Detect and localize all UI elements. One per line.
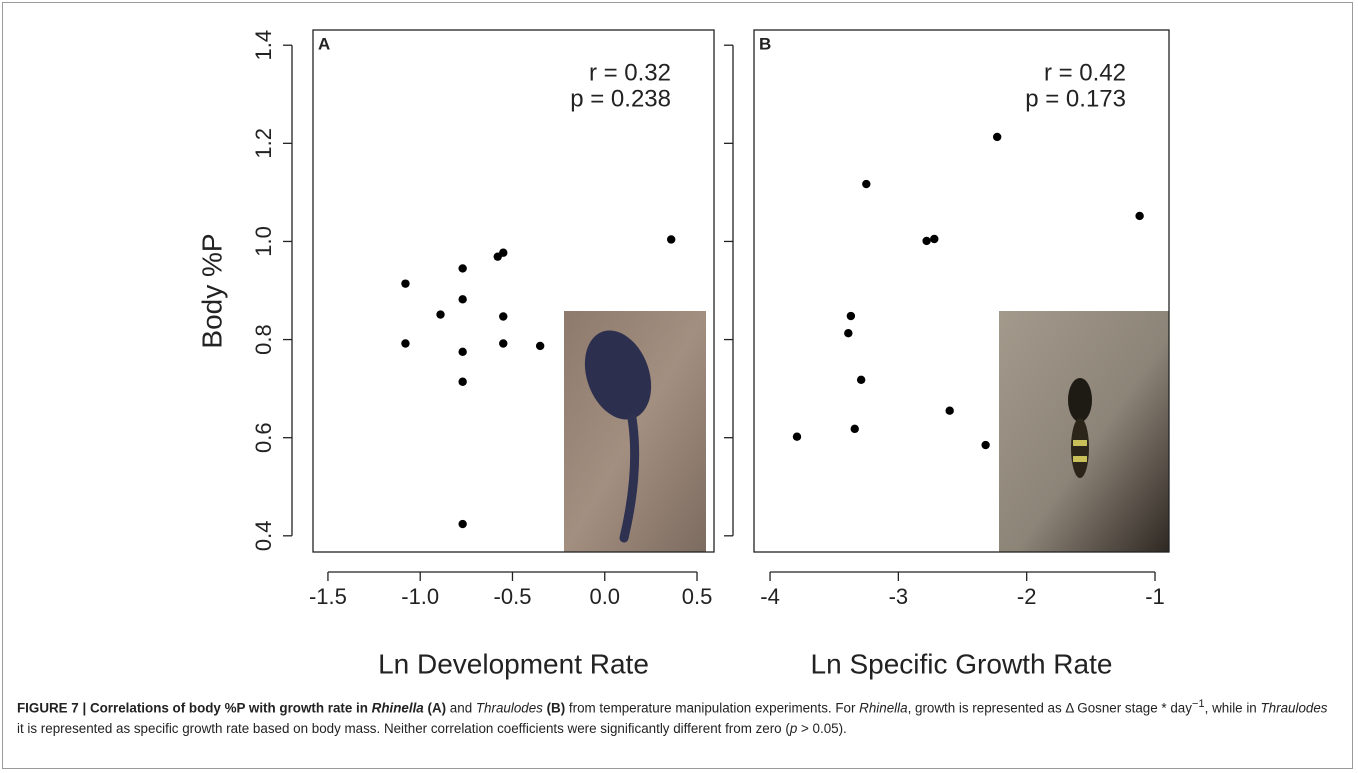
point xyxy=(499,312,508,321)
caption-text: (A) xyxy=(423,700,447,716)
caption-text: > 0.05). xyxy=(797,721,847,737)
panel-label: A xyxy=(318,34,330,53)
tadpole-photo xyxy=(564,311,706,552)
y-tick-label: 0.6 xyxy=(251,422,276,453)
point xyxy=(458,295,467,304)
point xyxy=(846,311,856,321)
x-axis-title: Ln Specific Growth Rate xyxy=(811,648,1113,679)
caption-text: p xyxy=(789,721,798,737)
mayfly-photo xyxy=(999,311,1169,552)
point xyxy=(499,339,508,348)
y-tick-label: 0.8 xyxy=(251,324,276,355)
y-tick-label: 0.4 xyxy=(251,521,276,552)
annotation: p = 0.173 xyxy=(1025,85,1126,112)
point xyxy=(992,132,1002,142)
point xyxy=(458,519,467,529)
point xyxy=(535,341,545,351)
point xyxy=(436,310,445,319)
panel-label: B xyxy=(759,34,771,53)
point xyxy=(981,440,990,450)
point xyxy=(850,424,859,434)
plot-box xyxy=(312,29,715,553)
caption-text: Thraulodes xyxy=(1260,700,1328,716)
caption-text: , growth is represented as Δ Gosner stag… xyxy=(907,700,1192,716)
point xyxy=(401,279,410,288)
caption-text: , while in xyxy=(1204,700,1261,716)
y-tick-label: 1.4 xyxy=(251,30,276,61)
caption-text: it is represented as specific growth rat… xyxy=(17,721,790,737)
x-tick-label: -1.5 xyxy=(309,584,347,609)
y-tick-label: 1.0 xyxy=(251,226,276,257)
caption-text: Thraulodes xyxy=(475,700,543,716)
y-axis-title: Body %P xyxy=(196,233,227,348)
point xyxy=(666,235,676,244)
plot-box xyxy=(753,29,1170,553)
point xyxy=(856,375,866,384)
point xyxy=(792,432,802,441)
point xyxy=(922,236,931,246)
x-tick-label: -1.0 xyxy=(401,584,439,609)
annotation: r = 0.32 xyxy=(589,59,671,86)
point xyxy=(930,234,939,244)
point xyxy=(844,328,853,338)
caption-text: and xyxy=(446,700,476,716)
caption-text: −1 xyxy=(1191,698,1205,710)
x-tick-label: 0.5 xyxy=(682,584,713,609)
caption-text: Rhinella xyxy=(371,700,424,716)
point xyxy=(458,264,467,273)
annotation: r = 0.42 xyxy=(1044,59,1126,86)
x-axis-title: Ln Development Rate xyxy=(378,648,649,679)
x-tick-label: -4 xyxy=(760,584,780,609)
x-tick-label: -3 xyxy=(889,584,909,609)
x-tick-label: -2 xyxy=(1017,584,1037,609)
point xyxy=(1135,211,1144,221)
annotation: p = 0.238 xyxy=(570,85,671,112)
point xyxy=(499,248,508,257)
x-tick-label: -0.5 xyxy=(494,584,532,609)
point xyxy=(458,377,467,386)
caption-text: (B) xyxy=(542,700,566,716)
figure-caption: FIGURE 7 | Correlations of body %P with … xyxy=(17,694,1337,739)
point xyxy=(945,406,954,415)
y-tick-label: 1.2 xyxy=(251,128,276,159)
chart: 0.4 0.6 0.8 1.0 1.2 1.4 -1.5 -1.0 -0.5 0.0 0.5 Ln D… xyxy=(196,29,1170,679)
point xyxy=(862,179,871,189)
x-tick-label: -1 xyxy=(1145,584,1165,609)
caption-text: from temperature manipulation experiment… xyxy=(565,700,860,716)
point xyxy=(401,339,410,348)
caption-text: FIGURE 7 | Correlations of body %P with … xyxy=(17,700,372,716)
point xyxy=(458,347,467,357)
caption-text: Rhinella xyxy=(859,700,908,716)
x-tick-label: 0.0 xyxy=(589,584,620,609)
